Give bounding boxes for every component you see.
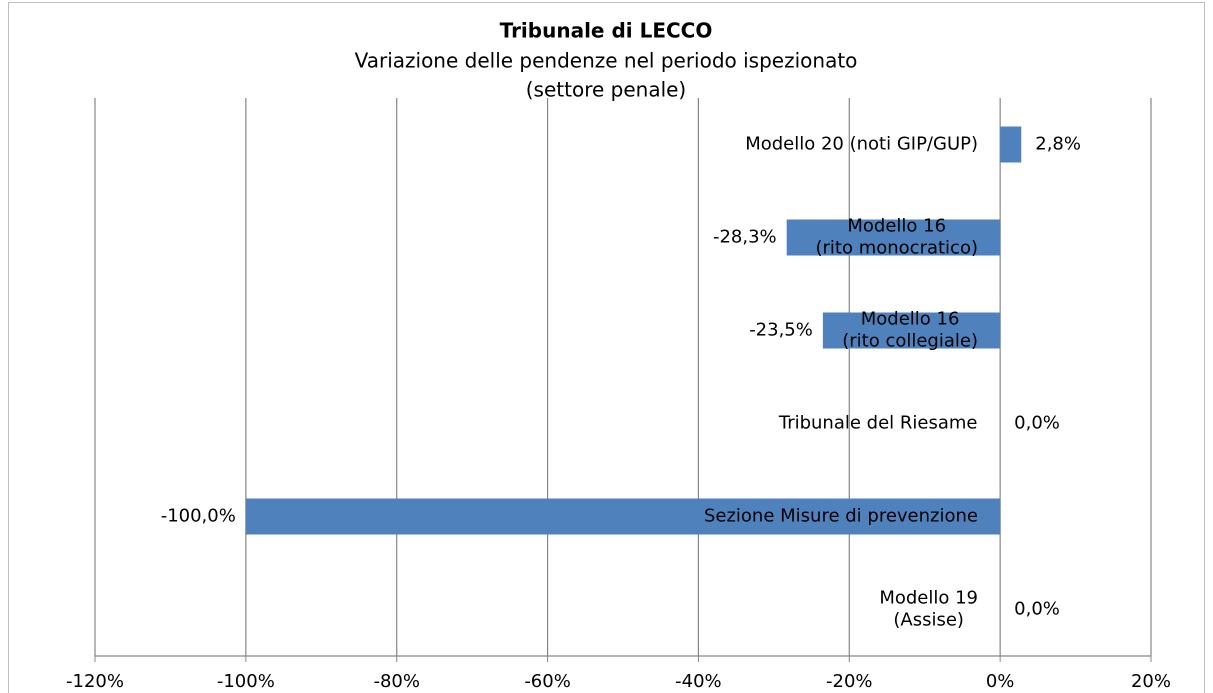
category-label: Modello 19 (Assise) <box>879 588 978 631</box>
x-tick-label: -80% <box>373 671 420 692</box>
bar <box>786 219 1001 256</box>
chart-subtitle: (settore penale) <box>526 78 687 102</box>
category-label: Modello 20 (noti GIP/GUP) <box>745 134 978 155</box>
value-label: -23,5% <box>749 320 813 341</box>
chart-title: Tribunale di LECCO <box>500 19 713 43</box>
x-tick-label: -100% <box>217 671 275 692</box>
category-label: Tribunale del Riesame <box>778 413 978 434</box>
x-tick-label: -20% <box>826 671 873 692</box>
x-tick-label: 20% <box>1131 671 1171 692</box>
x-tick-label: -120% <box>66 671 124 692</box>
category-label: Modello 16 (rito collegiale) <box>842 309 978 352</box>
value-label: -28,3% <box>713 227 777 248</box>
category-label: Sezione Misure di prevenzione <box>704 506 978 527</box>
value-label: 2,8% <box>1035 134 1081 155</box>
bar <box>822 312 1001 349</box>
x-tick-label: 0% <box>986 671 1015 692</box>
chart-subtitle: Variazione delle pendenze nel periodo is… <box>355 49 858 73</box>
bar <box>245 498 1001 535</box>
chart-border <box>8 2 1205 693</box>
x-tick-label: -40% <box>675 671 722 692</box>
value-label: -100,0% <box>161 506 236 527</box>
value-label: 0,0% <box>1014 413 1060 434</box>
value-label: 0,0% <box>1014 599 1060 620</box>
category-label: Modello 16 (rito monocratico) <box>815 216 978 259</box>
bar <box>1000 126 1022 163</box>
x-tick-label: -60% <box>524 671 571 692</box>
